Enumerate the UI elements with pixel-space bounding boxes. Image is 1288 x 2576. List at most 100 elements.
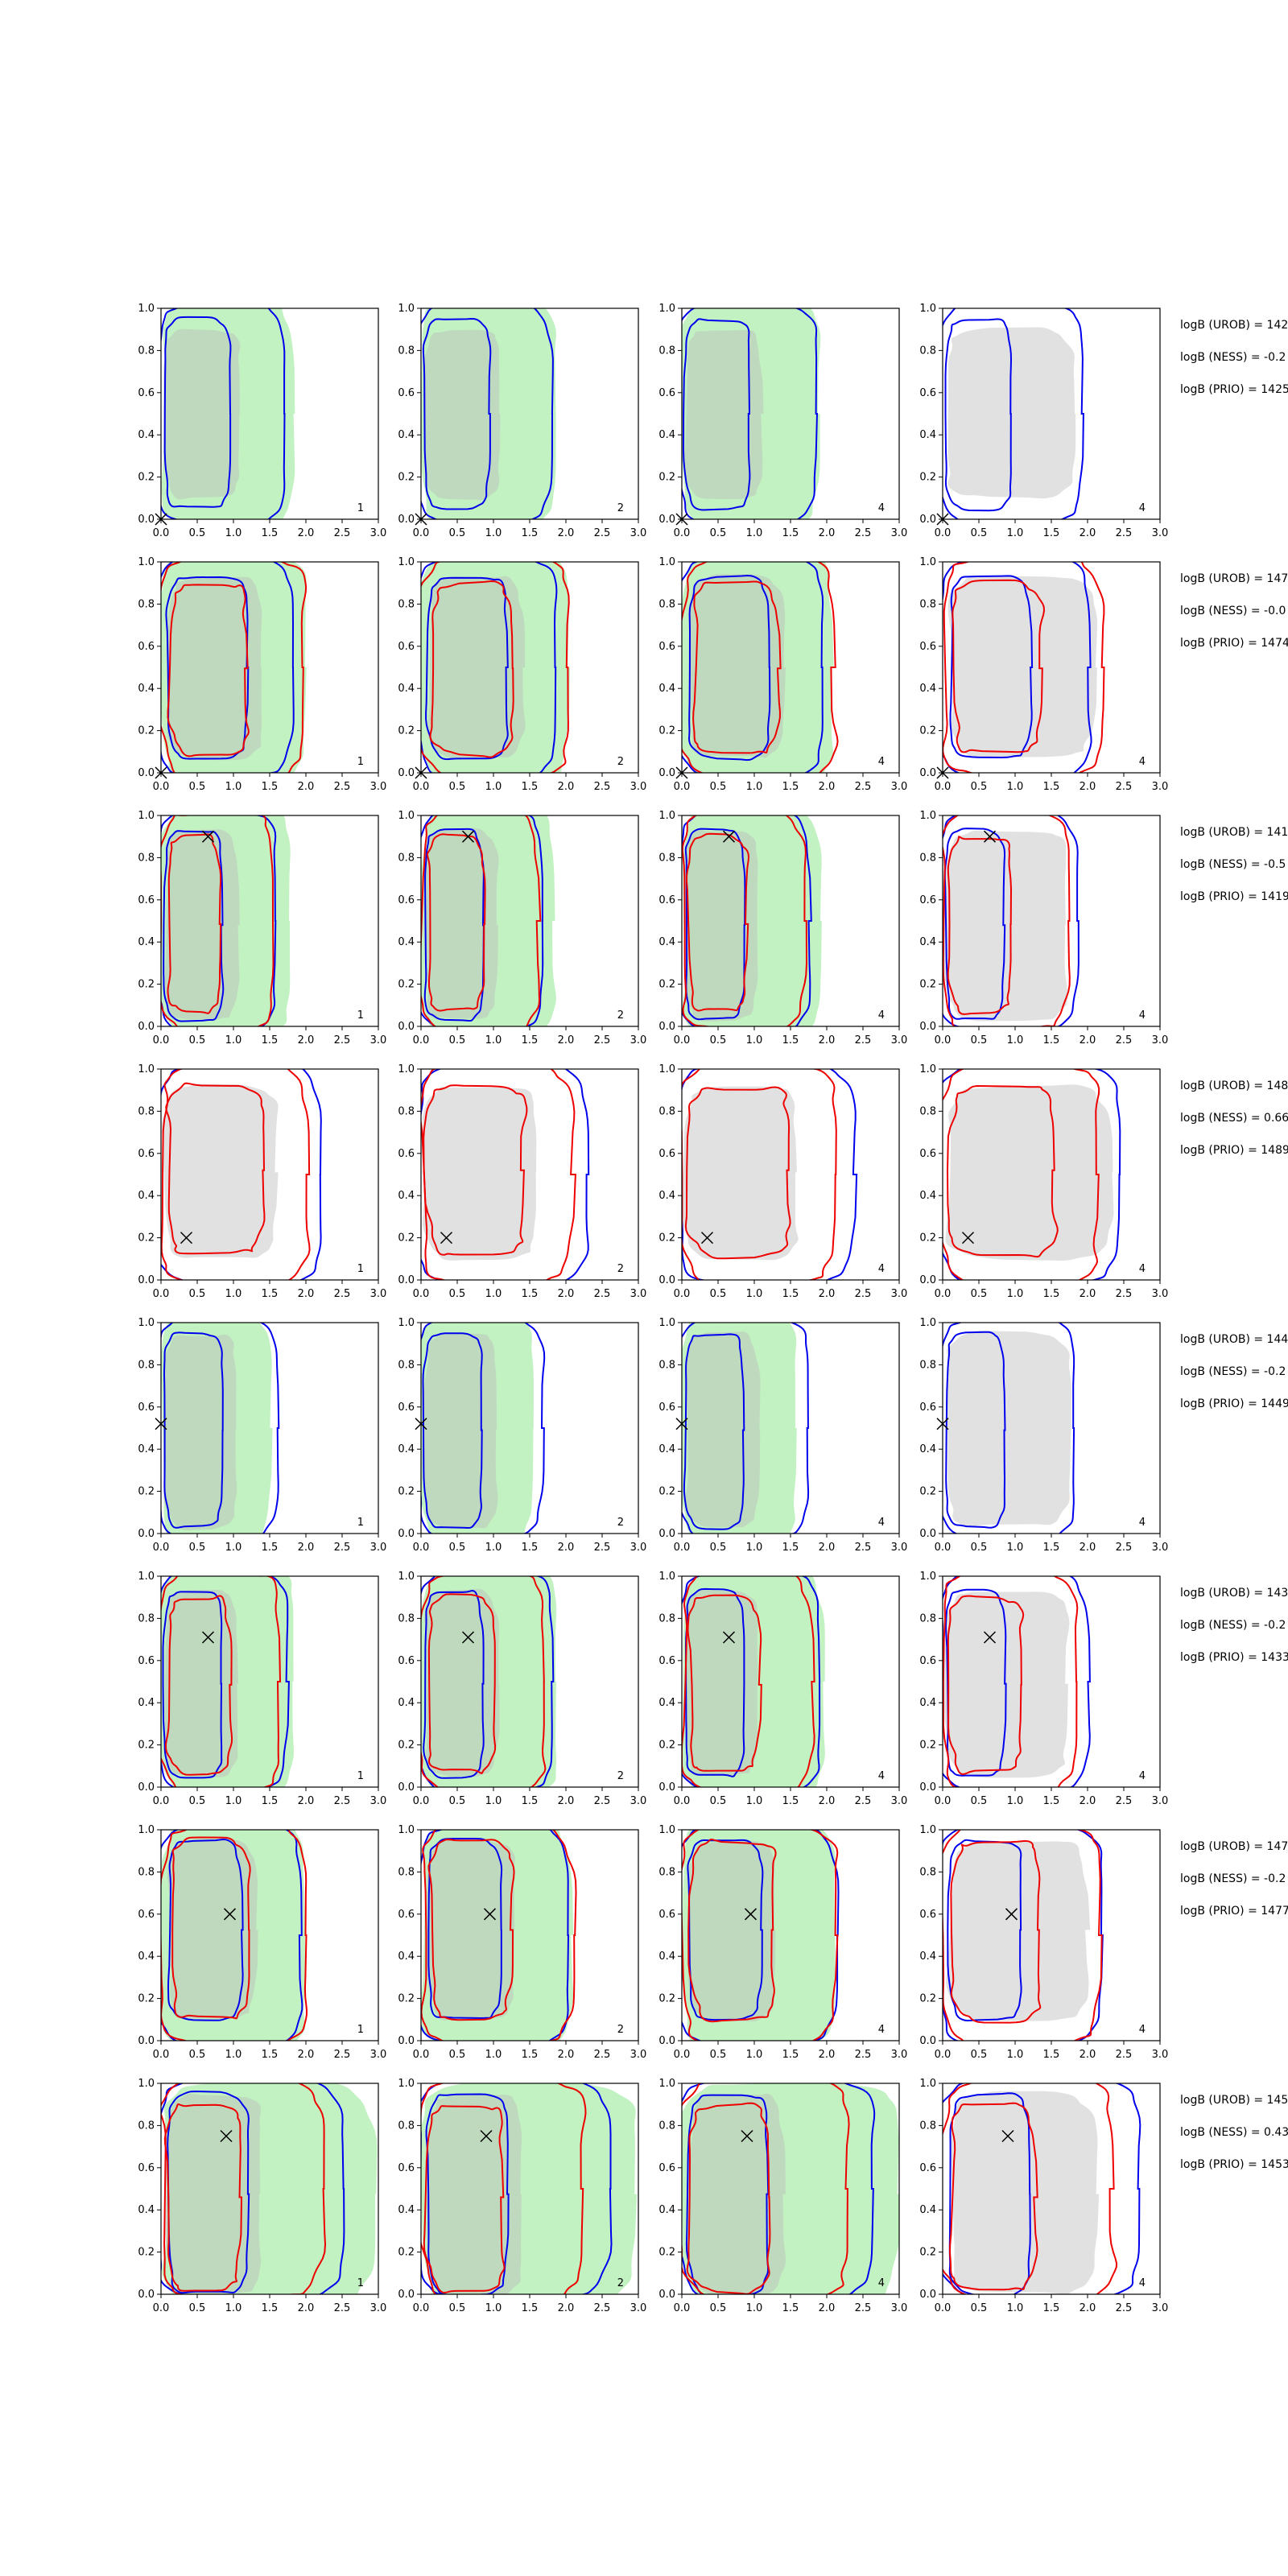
- blue-contour-inner: [684, 828, 746, 1021]
- gray-density-region: [947, 1331, 1071, 1526]
- y-tick-label: 0.2: [138, 1232, 155, 1245]
- x-tick-label: 3.0: [891, 1542, 908, 1554]
- y-tick-label: 0.8: [919, 1105, 936, 1117]
- green-density-region: [421, 1323, 534, 1534]
- x-tick-label: 2.5: [1116, 2049, 1133, 2061]
- x-tick-label: 2.0: [298, 1542, 315, 1554]
- x-tick-label: 1.0: [225, 1034, 242, 1046]
- truth-marker: [961, 1232, 975, 1245]
- logb-annotation: logB (PRIO) = 1453: [1180, 2158, 1288, 2171]
- panel-r2-c3: 0.0 0.5 1.0 1.5 2.0 2.5 3.0 0.0 0.2 0.4 0.6 0.8 1.0 4: [658, 556, 907, 793]
- x-tick-label: 0.0: [674, 1542, 691, 1554]
- panel-corner-label: 4: [1139, 1770, 1146, 1782]
- logb-annotation: logB (NESS) = -0.2: [1180, 1872, 1286, 1885]
- y-tick-label: 0.4: [658, 1951, 675, 1963]
- y-tick-label: 0.8: [919, 2120, 936, 2132]
- x-tick-label: 1.5: [262, 1795, 279, 1807]
- x-tick-label: 0.5: [971, 2302, 988, 2314]
- blue-contour-outer: [682, 562, 824, 773]
- gray-density-region: [687, 1840, 776, 2022]
- x-tick-label: 0.0: [935, 781, 952, 793]
- y-tick-label: 1.0: [919, 303, 936, 315]
- y-tick-label: 0.8: [919, 598, 936, 610]
- green-density-region: [161, 1576, 294, 1787]
- y-tick-label: 0.4: [919, 2204, 936, 2216]
- x-tick-label: 3.0: [370, 1034, 387, 1046]
- x-tick-label: 0.5: [449, 1034, 466, 1046]
- x-tick-label: 2.0: [819, 1288, 836, 1300]
- y-tick-label: 0.8: [658, 1359, 675, 1371]
- x-tick-label: 2.5: [594, 1542, 611, 1554]
- blue-contour-inner: [682, 318, 751, 511]
- x-tick-label: 2.0: [558, 1795, 575, 1807]
- panel-r1-c1: 0.0 0.5 1.0 1.5 2.0 2.5 3.0 0.0 0.2 0.4 0.6 0.8 1.0 1: [138, 303, 386, 539]
- x-tick-label: 0.0: [935, 2302, 952, 2314]
- y-tick-label: 0.6: [138, 1148, 155, 1160]
- logb-annotation: logB (UROB) = 141: [1180, 826, 1288, 839]
- x-tick-label: 1.0: [485, 1288, 502, 1300]
- red-contour-inner: [950, 1839, 1042, 2024]
- x-tick-label: 2.5: [334, 527, 351, 539]
- y-tick-label: 0.4: [398, 683, 415, 695]
- x-tick-label: 2.5: [334, 781, 351, 793]
- y-tick-label: 0.2: [919, 725, 936, 737]
- truth-marker: [483, 1908, 497, 1921]
- panel-r3-c4: 0.0 0.5 1.0 1.5 2.0 2.5 3.0 0.0 0.2 0.4 0.6 0.8 1.0 4: [919, 810, 1168, 1046]
- red-contour-inner: [171, 1836, 251, 2020]
- y-tick-label: 0.4: [658, 429, 675, 441]
- y-tick-label: 0.0: [398, 514, 415, 526]
- gray-density-region: [167, 1839, 258, 2019]
- x-tick-label: 3.0: [370, 781, 387, 793]
- red-contour-inner: [167, 833, 222, 1014]
- panel-corner-label: 1: [357, 1517, 364, 1529]
- green-density-region: [421, 2083, 638, 2294]
- panel-r8-c3: 0.0 0.5 1.0 1.5 2.0 2.5 3.0 0.0 0.2 0.4 0.6 0.8 1.0 4: [658, 2078, 907, 2314]
- panel-r6-c3: 0.0 0.5 1.0 1.5 2.0 2.5 3.0 0.0 0.2 0.4 0.6 0.8 1.0 4: [658, 1571, 907, 1807]
- red-contour-outer: [943, 1576, 1079, 1787]
- red-contour-outer: [943, 815, 1071, 1026]
- x-tick-label: 1.0: [225, 781, 242, 793]
- logb-annotation: logB (NESS) = 0.66: [1180, 1112, 1288, 1125]
- logb-annotation: logB (UROB) = 148: [1180, 1080, 1288, 1092]
- x-tick-label: 1.5: [522, 2049, 539, 2061]
- x-tick-label: 2.5: [594, 1795, 611, 1807]
- panel-r3-c3: 0.0 0.5 1.0 1.5 2.0 2.5 3.0 0.0 0.2 0.4 0.6 0.8 1.0 4: [658, 810, 908, 1046]
- x-tick-label: 2.5: [594, 2302, 611, 2314]
- red-contour-inner: [167, 584, 250, 758]
- x-tick-label: 1.5: [262, 527, 279, 539]
- red-contour-inner: [163, 2103, 243, 2292]
- panel-r4-c1: 0.0 0.5 1.0 1.5 2.0 2.5 3.0 0.0 0.2 0.4 0.6 0.8 1.0 1: [138, 1063, 386, 1300]
- gray-density-region: [427, 1839, 515, 2021]
- truth-marker: [983, 830, 997, 843]
- y-tick-label: 1.0: [398, 2078, 415, 2090]
- x-tick-label: 0.0: [413, 2302, 430, 2314]
- x-tick-label: 3.0: [1152, 527, 1169, 539]
- y-tick-label: 0.6: [138, 387, 155, 399]
- y-tick-label: 0.8: [919, 1612, 936, 1624]
- panel-r7-c3: 0.0 0.5 1.0 1.5 2.0 2.5 3.0 0.0 0.2 0.4 0.6 0.8 1.0 4: [658, 1824, 907, 2061]
- x-tick-label: 0.5: [189, 1795, 206, 1807]
- x-tick-label: 1.0: [225, 1542, 242, 1554]
- y-tick-label: 1.0: [138, 1317, 155, 1329]
- red-contour-inner: [427, 1593, 497, 1775]
- x-tick-label: 1.5: [1043, 2049, 1060, 2061]
- x-tick-label: 0.0: [674, 527, 691, 539]
- x-tick-label: 1.0: [485, 527, 502, 539]
- y-tick-label: 1.0: [919, 2078, 936, 2090]
- x-tick-label: 3.0: [891, 1034, 908, 1046]
- y-tick-label: 0.0: [138, 2289, 155, 2301]
- logb-annotation: logB (NESS) = -0.2: [1180, 351, 1286, 364]
- y-tick-label: 0.6: [138, 894, 155, 906]
- truth-marker: [700, 1232, 714, 1245]
- blue-contour-outer: [943, 815, 1080, 1026]
- x-tick-label: 1.0: [225, 1795, 242, 1807]
- y-tick-label: 1.0: [138, 1824, 155, 1836]
- panel-r2-c2: 0.0 0.5 1.0 1.5 2.0 2.5 3.0 0.0 0.2 0.4 0.6 0.8 1.0 2: [398, 556, 646, 793]
- x-tick-label: 0.0: [413, 527, 430, 539]
- green-density-region: [421, 1830, 574, 2041]
- x-tick-label: 0.5: [189, 781, 206, 793]
- gray-density-region: [682, 1086, 799, 1261]
- y-tick-label: 1.0: [658, 1824, 675, 1836]
- y-tick-label: 0.0: [658, 2289, 675, 2301]
- x-tick-label: 2.0: [1080, 1034, 1096, 1046]
